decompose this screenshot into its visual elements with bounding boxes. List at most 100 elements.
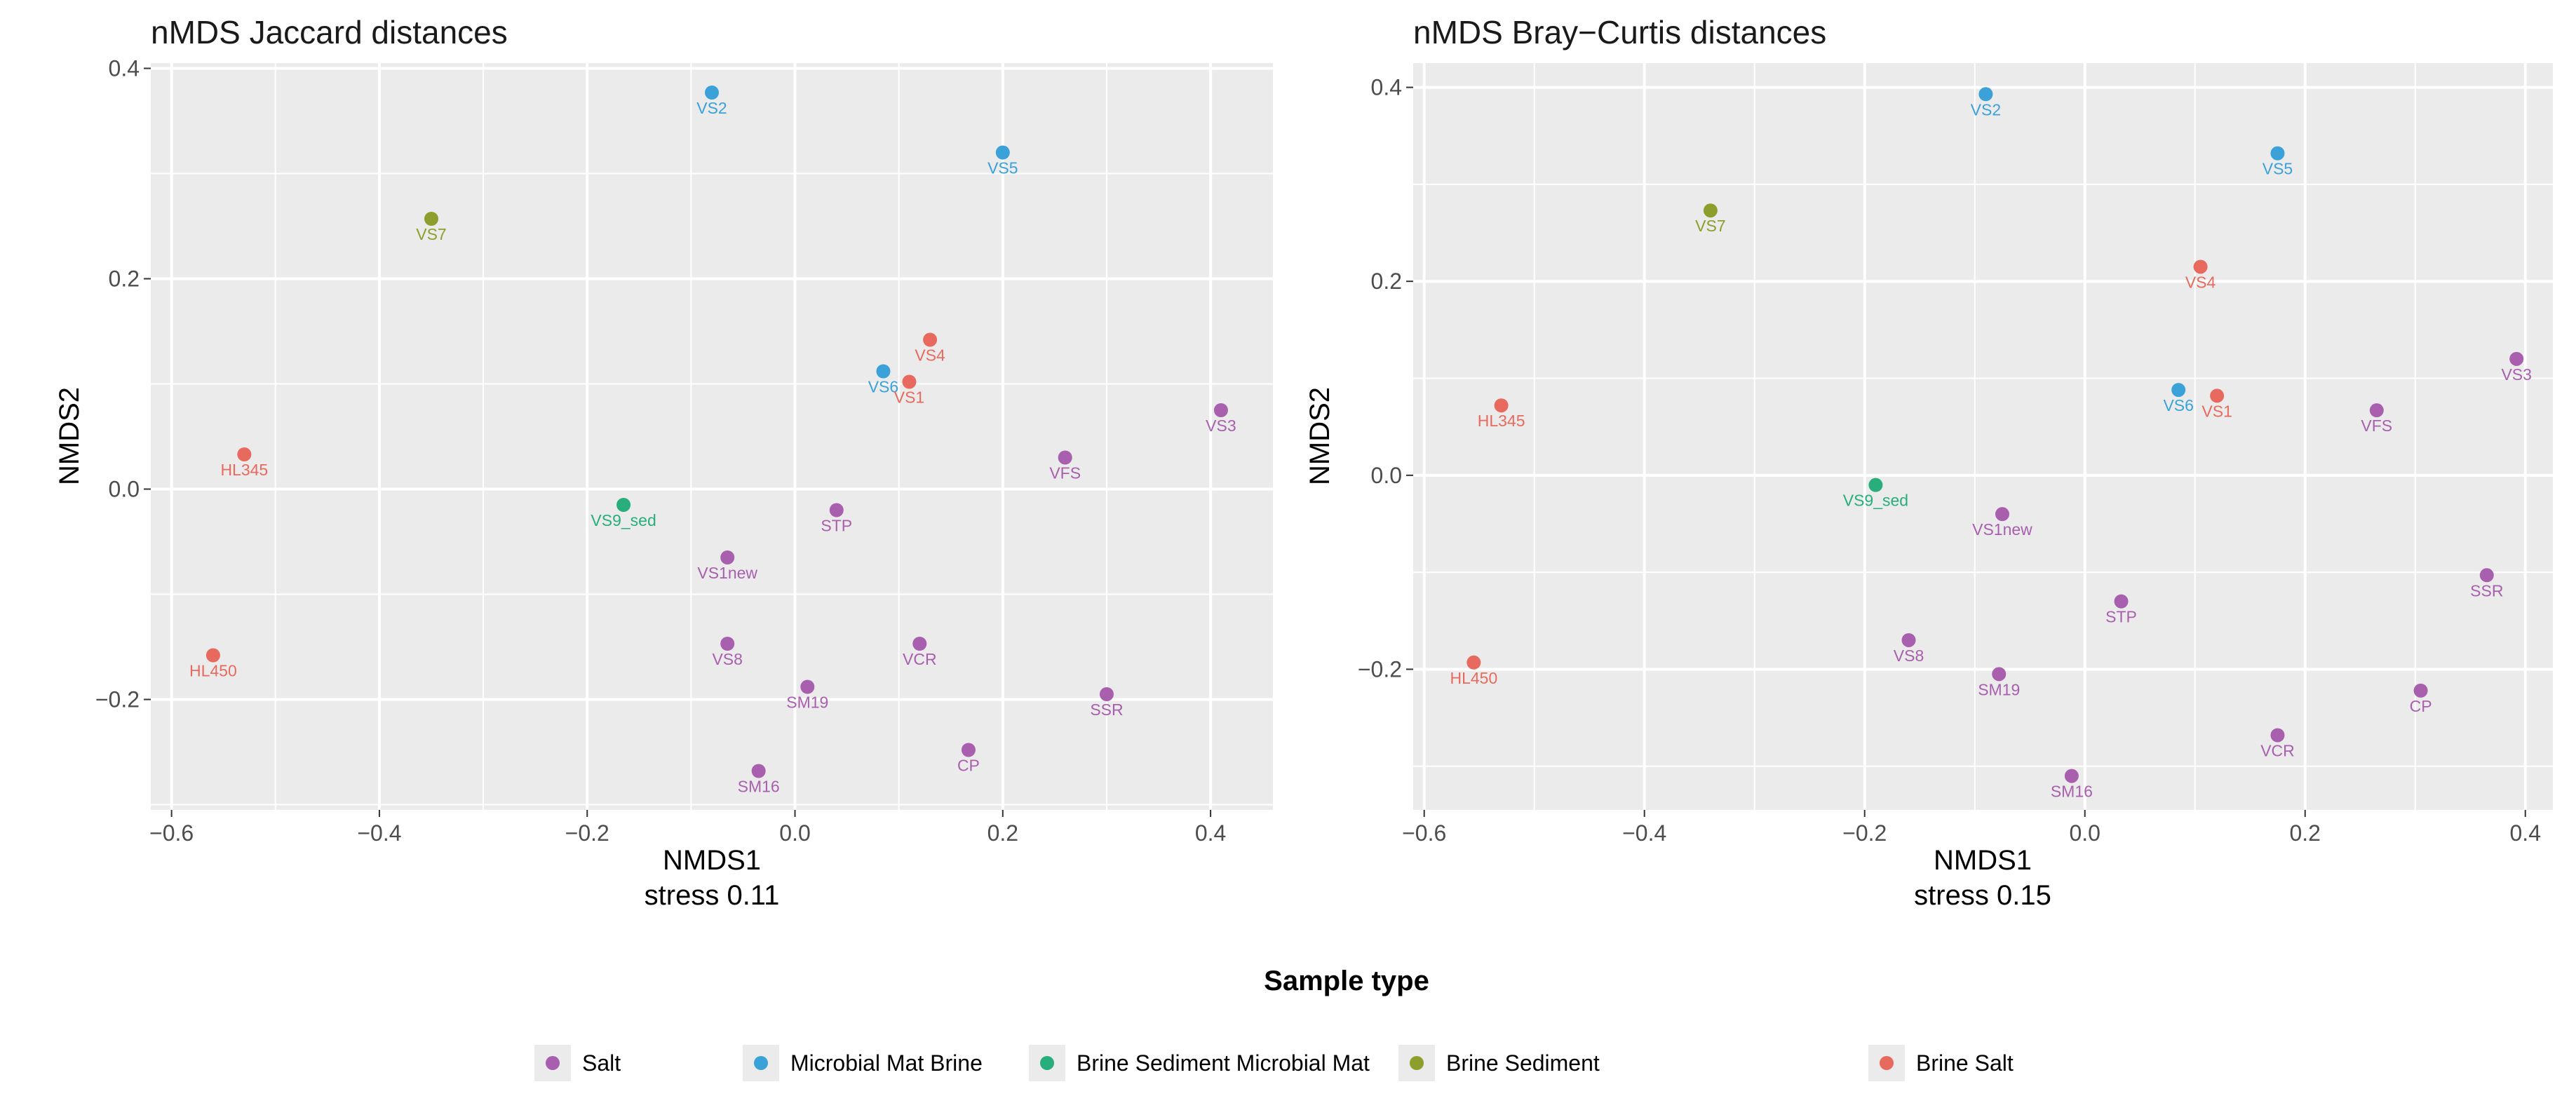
bray-curtis-x-tick-label: 0.4 <box>2510 820 2541 846</box>
bray-curtis-plot-area <box>1413 63 2553 810</box>
jaccard-point-label-cp: CP <box>957 757 980 775</box>
jaccard-point-label-vs7: VS7 <box>416 225 446 243</box>
jaccard-y-tick-label: −0.2 <box>95 687 140 712</box>
bray-curtis-x-axis-title: NMDS1 <box>1934 845 2032 876</box>
jaccard-point-vs7 <box>424 212 438 226</box>
jaccard-point-stp <box>829 503 844 517</box>
bray-curtis-point-hl345 <box>1494 398 1509 413</box>
jaccard-point-label-vs5: VS5 <box>987 159 1018 177</box>
jaccard-point-cp <box>961 743 976 757</box>
jaccard-axes: −0.6 −0.4 −0.2 0.0 0.2 0.4 −0.2 0.0 0.2 0.4 <box>95 56 1227 846</box>
jaccard-point-hl450 <box>205 648 220 663</box>
bray-curtis-panel: nMDS Bray−Curtis distances −0.6 −0.4 −0.2 0… <box>1304 14 2553 911</box>
bray-curtis-point-label-vs5: VS5 <box>2263 160 2293 178</box>
legend-label-salt: Salt <box>582 1050 621 1076</box>
jaccard-title: nMDS Jaccard distances <box>151 14 508 50</box>
jaccard-point-vs1 <box>902 374 917 389</box>
bray-curtis-x-tick-label: −0.2 <box>1842 820 1887 846</box>
bray-curtis-point-sm19 <box>1992 667 2007 682</box>
bray-curtis-point-vs7 <box>1703 203 1718 218</box>
jaccard-x-tick-label: 0.0 <box>779 820 810 846</box>
bray-curtis-point-vs5 <box>2270 146 2285 161</box>
bray-curtis-point-stp <box>2114 594 2129 609</box>
legend-swatch-brine-sediment-microbial-mat <box>1040 1056 1054 1070</box>
bray-curtis-point-vcr <box>2270 728 2285 743</box>
jaccard-y-tick-label: 0.0 <box>109 477 140 502</box>
bray-curtis-x-tick-label: 0.0 <box>2069 820 2100 846</box>
bray-curtis-point-label-vs1: VS1 <box>2201 402 2232 420</box>
jaccard-point-vcr <box>912 637 927 651</box>
bray-curtis-point-label-ssr: SSR <box>2470 581 2503 600</box>
jaccard-point-sm16 <box>751 764 766 778</box>
jaccard-point-vs6 <box>876 364 891 379</box>
legend-swatch-brine-sediment <box>1410 1056 1424 1070</box>
jaccard-point-label-ssr: SSR <box>1090 701 1123 719</box>
jaccard-point-label-vcr: VCR <box>903 650 937 668</box>
jaccard-point-vs4 <box>923 332 938 347</box>
bray-curtis-point-label-hl345: HL345 <box>1478 412 1525 430</box>
bray-curtis-x-tick-label: 0.2 <box>2289 820 2320 846</box>
jaccard-point-label-vs8: VS8 <box>712 650 742 668</box>
bray-curtis-point-vs3 <box>2509 351 2524 366</box>
bray-curtis-y-tick-label: 0.2 <box>1371 269 1402 294</box>
legend-label-brine-sediment-microbial-mat: Brine Sediment Microbial Mat <box>1077 1050 1370 1076</box>
jaccard-point-label-vfs: VFS <box>1049 464 1081 482</box>
bray-curtis-x-tick-label: −0.6 <box>1402 820 1446 846</box>
jaccard-stress-label: stress 0.11 <box>645 880 780 911</box>
bray-curtis-point-vfs <box>2369 403 2384 418</box>
bray-curtis-title: nMDS Bray−Curtis distances <box>1413 14 1826 50</box>
bray-curtis-point-label-vs8: VS8 <box>1894 647 1924 665</box>
jaccard-point-label-vs9-sed: VS9_sed <box>591 511 656 529</box>
bray-curtis-point-hl450 <box>1466 655 1481 670</box>
jaccard-x-tick-label: −0.2 <box>565 820 609 846</box>
bray-curtis-y-axis-title: NMDS2 <box>1304 387 1335 485</box>
legend-swatch-salt <box>546 1056 560 1070</box>
jaccard-point-vfs <box>1058 450 1072 465</box>
bray-curtis-point-label-vs3: VS3 <box>2501 365 2531 384</box>
bray-curtis-point-vs4 <box>2193 259 2208 274</box>
jaccard-point-label-vs4: VS4 <box>915 346 945 365</box>
jaccard-point-vs1new <box>720 550 735 564</box>
jaccard-point-label-hl450: HL450 <box>189 662 237 680</box>
legend-swatch-microbial-mat-brine <box>754 1056 768 1070</box>
bray-curtis-point-label-hl450: HL450 <box>1450 669 1497 687</box>
bray-curtis-x-tick-label: −0.4 <box>1622 820 1666 846</box>
bray-curtis-gridlines <box>1413 63 2553 810</box>
bray-curtis-point-label-cp: CP <box>2410 697 2432 715</box>
bray-curtis-point-vs1new <box>1995 507 2009 522</box>
jaccard-plot-area <box>151 63 1273 810</box>
legend-title: Sample type <box>1264 966 1429 996</box>
jaccard-point-label-vs6: VS6 <box>868 378 898 396</box>
jaccard-point-vs2 <box>705 86 719 100</box>
bray-curtis-axes: −0.6 −0.4 −0.2 0.0 0.2 0.4 −0.2 0.0 0.2 0.4 <box>1358 75 2541 846</box>
bray-curtis-point-vs9-sed <box>1868 478 1883 492</box>
jaccard-point-vs9-sed <box>616 498 631 512</box>
jaccard-point-label-vs1: VS1 <box>894 388 924 407</box>
legend-label-brine-salt: Brine Salt <box>1916 1050 2014 1076</box>
jaccard-point-label-vs2: VS2 <box>696 99 727 117</box>
jaccard-y-tick-label: 0.2 <box>109 266 140 292</box>
jaccard-point-label-sm19: SM19 <box>786 693 828 712</box>
bray-curtis-point-label-sm16: SM16 <box>2051 783 2093 801</box>
bray-curtis-point-vs8 <box>1901 632 1916 647</box>
bray-curtis-point-label-vs4: VS4 <box>2185 273 2216 291</box>
jaccard-y-tick-label: 0.4 <box>109 56 140 81</box>
jaccard-point-label-vs1new: VS1new <box>697 564 757 582</box>
bray-curtis-point-sm16 <box>2064 769 2079 783</box>
bray-curtis-y-tick-label: 0.0 <box>1371 463 1402 488</box>
legend: Sample type Salt Microbial Mat Brine Brine… <box>534 966 2014 1081</box>
bray-curtis-point-label-vs7: VS7 <box>1695 217 1725 235</box>
legend-items: Salt Microbial Mat Brine Brine Sediment Mi… <box>534 1045 2014 1081</box>
bray-curtis-y-tick-label: 0.4 <box>1371 75 1402 100</box>
jaccard-x-tick-label: −0.4 <box>357 820 401 846</box>
bray-curtis-point-label-vcr: VCR <box>2260 742 2295 760</box>
bray-curtis-point-label-vs9-sed: VS9_sed <box>1843 492 1908 510</box>
legend-label-brine-sediment: Brine Sediment <box>1446 1050 1600 1076</box>
bray-curtis-y-tick-label: −0.2 <box>1358 656 1402 682</box>
jaccard-point-label-hl345: HL345 <box>220 461 268 479</box>
jaccard-y-axis-title: NMDS2 <box>54 387 85 485</box>
jaccard-point-vs5 <box>995 145 1010 160</box>
jaccard-x-tick-label: −0.6 <box>149 820 194 846</box>
